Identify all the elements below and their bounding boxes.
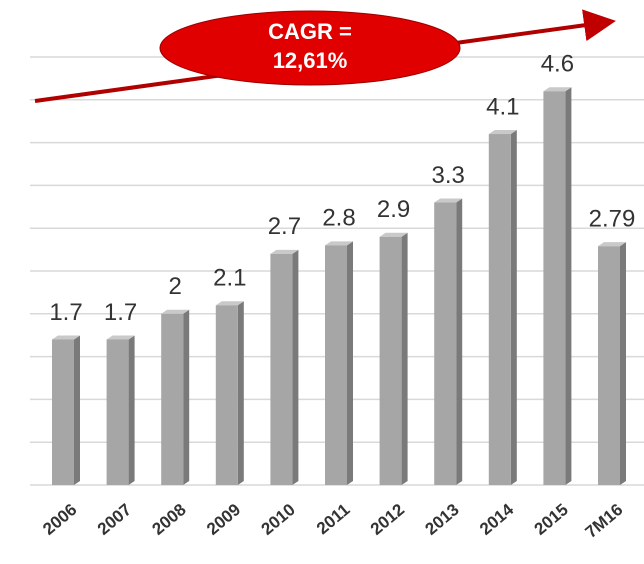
bar-top [434, 198, 463, 203]
bar-side [183, 309, 190, 485]
bar-top [52, 335, 80, 340]
x-tick-label: 2007 [94, 500, 135, 539]
value-label: 1.7 [104, 299, 137, 326]
bar [161, 313, 184, 485]
bar [52, 339, 74, 485]
bar-top [488, 130, 517, 135]
value-label: 4.1 [486, 93, 519, 120]
x-tick-label: 2008 [148, 500, 189, 539]
cagr-bubble [159, 10, 461, 86]
bar [598, 246, 620, 485]
bar-top [543, 87, 572, 92]
bar-side [292, 249, 299, 485]
bar-side [565, 87, 572, 486]
bar-side [620, 242, 626, 485]
bar [325, 245, 347, 485]
annotation: CAGR = [268, 19, 352, 44]
bar [488, 134, 511, 486]
value-label: 2.9 [377, 196, 410, 223]
x-tick-label: 2013 [421, 500, 462, 539]
bar-side [401, 232, 408, 485]
value-label: 3.3 [432, 162, 465, 189]
bar-side [128, 335, 135, 485]
bar [543, 91, 566, 486]
value-label: 4.6 [541, 51, 574, 78]
bar-top [598, 242, 626, 247]
bar [434, 202, 457, 485]
bar-top [379, 232, 408, 237]
bar-top [325, 241, 353, 246]
value-label: 2.1 [213, 265, 246, 292]
x-tick-label: 2009 [203, 500, 244, 539]
bar [215, 305, 238, 485]
bar [379, 236, 402, 485]
bar [106, 339, 129, 485]
value-label: 2.7 [268, 213, 301, 240]
bar-top [215, 301, 244, 306]
x-tick-label: 2014 [476, 500, 518, 539]
bars: 1.7 1.7 2 2.1 2.7 2.8 2.9 3.3 4.1 4.6 2.79 [49, 51, 636, 486]
bar-top [161, 309, 190, 314]
bar-side [237, 301, 244, 485]
bar-side [456, 198, 463, 485]
bar [270, 253, 293, 485]
x-tick-label: 2011 [313, 500, 353, 538]
x-tick-label: 2010 [258, 500, 299, 539]
bar-side [347, 241, 353, 485]
annotation: 12,61% [273, 48, 348, 73]
bar-side [74, 335, 80, 485]
bar-top [270, 249, 299, 254]
value-label: 1.7 [49, 299, 82, 326]
value-label: 2.8 [322, 205, 355, 232]
x-tick-label: 7M16 [582, 500, 627, 542]
x-tick-label: 2006 [39, 500, 80, 539]
x-tick-label: 2012 [367, 500, 408, 539]
value-label: 2.79 [589, 206, 636, 233]
x-tick-label: 2015 [531, 500, 572, 539]
bar-side [510, 130, 517, 486]
bar-top [106, 335, 135, 340]
value-label: 2 [169, 273, 182, 300]
